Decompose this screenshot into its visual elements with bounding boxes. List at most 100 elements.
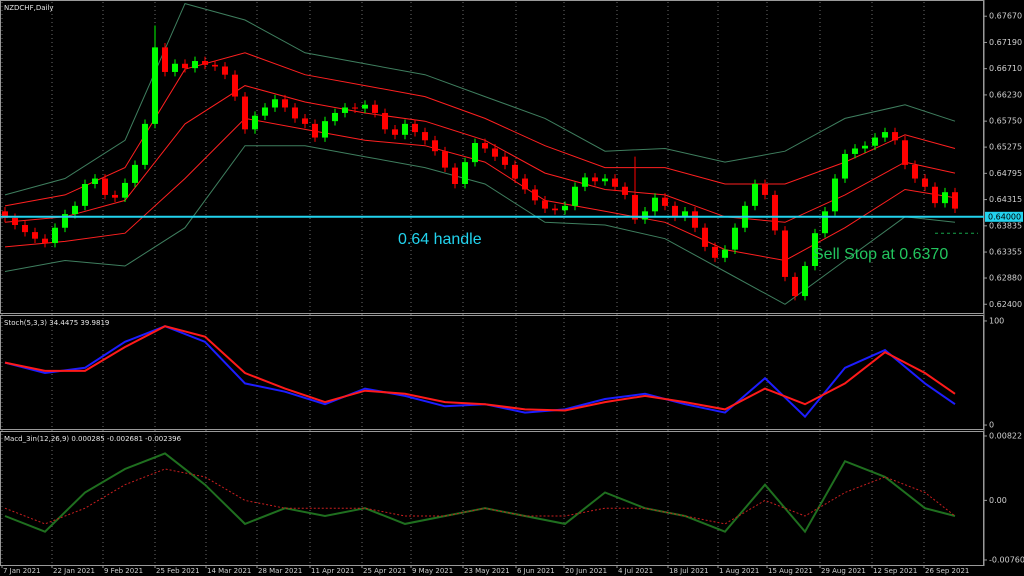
x-tick-label: 25 Apr 2021 <box>363 567 406 575</box>
y-tick-label: 100 <box>989 316 1004 325</box>
candle-body <box>342 107 348 113</box>
candle-body <box>12 217 18 226</box>
candle-body <box>442 151 448 168</box>
candle-body <box>52 227 58 244</box>
candle-body <box>82 184 88 206</box>
candle-body <box>552 208 558 211</box>
x-tick-label: 26 Sep 2021 <box>925 567 969 575</box>
candle-body <box>452 167 458 185</box>
candle-body <box>232 74 238 97</box>
candle-body <box>892 132 898 141</box>
candle-body <box>492 148 498 157</box>
candle-body <box>512 164 518 179</box>
indicator-line <box>4 117 956 262</box>
x-tick-label: 9 Feb 2021 <box>104 567 143 575</box>
candle-body <box>542 200 548 209</box>
candle-body <box>272 99 278 108</box>
candle-body <box>862 145 868 149</box>
candle-body <box>302 118 308 124</box>
candle-body <box>162 47 168 72</box>
candle-body <box>522 178 528 190</box>
candle-body <box>362 104 368 109</box>
candle-body <box>152 47 158 124</box>
candle-body <box>22 225 28 233</box>
candle-body <box>392 129 398 135</box>
candle-body <box>252 115 258 130</box>
candle-body <box>592 177 598 182</box>
candle-body <box>852 148 858 154</box>
candle-body <box>812 233 818 266</box>
candle-body <box>602 178 608 182</box>
candle-body <box>532 189 538 201</box>
x-tick-label: 29 Aug 2021 <box>821 567 866 575</box>
candle-body <box>762 184 768 195</box>
candle-body <box>902 140 908 165</box>
candle-body <box>562 205 568 211</box>
candle-body <box>112 194 118 198</box>
indicator-line <box>4 325 956 412</box>
candle-body <box>682 211 688 217</box>
candle-body <box>622 186 628 195</box>
candle-body <box>102 178 108 195</box>
candle-body <box>422 132 428 141</box>
x-tick-label: 9 May 2021 <box>412 567 453 575</box>
candle-body <box>712 246 718 258</box>
candle-body <box>572 186 578 206</box>
candle-body <box>702 227 708 247</box>
candle-body <box>732 227 738 250</box>
candle-body <box>352 107 358 109</box>
candle-body <box>192 61 198 69</box>
x-tick-label: 22 Jan 2021 <box>53 567 95 575</box>
indicator-line <box>4 52 956 207</box>
candle-body <box>942 192 948 204</box>
x-tick-label: 28 Mar 2021 <box>258 567 302 575</box>
candle-body <box>62 214 68 228</box>
candle-body <box>832 178 838 212</box>
candle-body <box>692 211 698 228</box>
candle-body <box>752 184 758 206</box>
candle-body <box>922 178 928 187</box>
candle-body <box>292 107 298 119</box>
candle-body <box>472 143 478 163</box>
candle-body <box>912 164 918 179</box>
candle-body <box>322 121 328 138</box>
price-tag-label: 0.64000 <box>988 212 1021 221</box>
y-tick-label: 0.00 <box>989 496 1007 505</box>
candle-body <box>842 153 848 179</box>
y-tick-label: -0.007608 <box>989 555 1024 564</box>
annotation: 0.64 handle <box>398 231 482 248</box>
x-tick-label: 12 Sep 2021 <box>873 567 917 575</box>
indicator-line <box>4 468 956 525</box>
candle-body <box>242 96 248 130</box>
candle-body <box>412 123 418 133</box>
panel-title: Stoch(5,3,3) 34.4475 39.9819 <box>4 319 109 327</box>
panel-title: Macd_3in(12,26,9) 0.000285 -0.002681 -0.… <box>4 435 182 443</box>
candle-body <box>202 61 208 65</box>
candle-body <box>612 178 618 187</box>
candle-body <box>42 238 48 244</box>
candle-body <box>132 164 138 183</box>
y-tick-label: 0.63355 <box>989 248 1022 257</box>
y-tick-label: 0.65750 <box>989 117 1022 126</box>
candle-body <box>772 194 778 231</box>
candle-body <box>952 192 958 209</box>
candle-body <box>802 265 808 297</box>
candle-body <box>402 123 408 135</box>
candle-body <box>372 104 378 113</box>
candle-body <box>722 249 728 258</box>
y-tick-label: 0.62400 <box>989 300 1022 309</box>
candle-body <box>432 140 438 152</box>
candle-body <box>382 112 388 130</box>
candle-body <box>632 194 638 220</box>
candle-body <box>2 211 8 218</box>
y-tick-label: 0.00822 <box>989 431 1022 440</box>
y-tick-label: 0.67670 <box>989 12 1022 21</box>
candle-body <box>642 211 648 220</box>
candle-body <box>872 137 878 146</box>
candle-body <box>502 156 508 165</box>
candle-body <box>172 63 178 72</box>
candle-body <box>792 276 798 297</box>
